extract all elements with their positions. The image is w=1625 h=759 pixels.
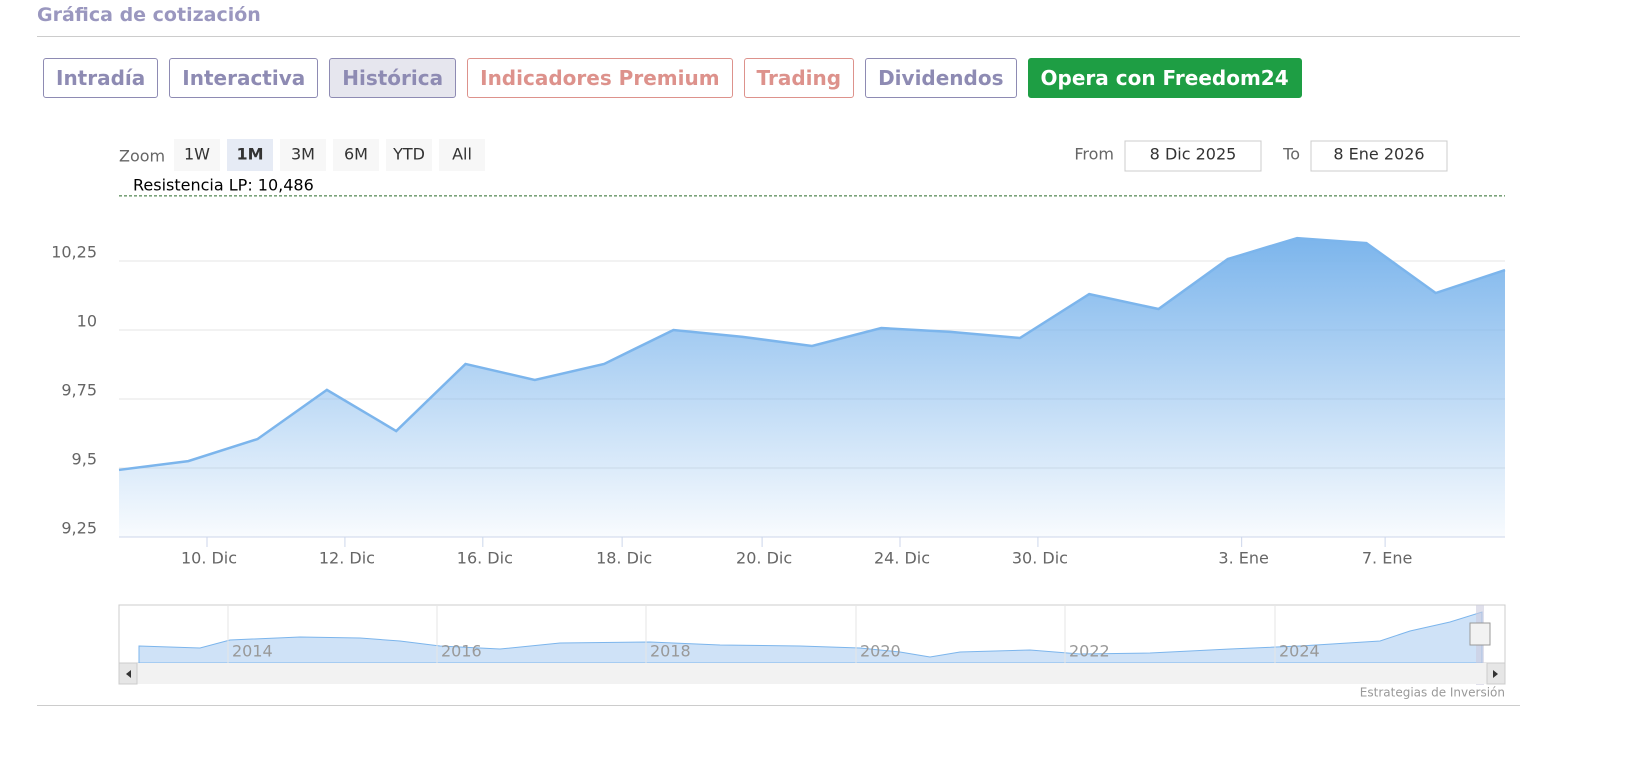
tab[interactable]: Dividendos: [865, 58, 1017, 98]
arrow-left: [126, 670, 131, 678]
tab-bar: Intradía Interactiva Histórica Indicador…: [43, 58, 1302, 98]
zoom-button[interactable]: [280, 139, 326, 171]
line: [118, 236, 1506, 472]
y-tick-label: 9,75: [61, 381, 97, 400]
from-value: 8 Dic 2025: [1150, 145, 1237, 164]
zoom-button-label: 1W: [184, 145, 210, 164]
x-tick-label: 12. Dic: [319, 549, 375, 568]
y-tick-label: 10: [77, 312, 97, 331]
zoom-button[interactable]: [174, 139, 220, 171]
navigator-label: 2020: [860, 642, 901, 661]
zoom-button[interactable]: [227, 139, 273, 171]
navigator-label: 2024: [1279, 642, 1320, 661]
zoom-button-label: 6M: [344, 145, 368, 164]
to-label: To: [1282, 145, 1300, 164]
page-title: Gráfica de cotización: [37, 4, 261, 26]
x-tick-label: 30. Dic: [1012, 549, 1068, 568]
y-tick-label: 9,5: [72, 450, 97, 469]
tab[interactable]: Indicadores Premium: [467, 58, 733, 98]
x-tick-label: 18. Dic: [596, 549, 652, 568]
to-input[interactable]: [1310, 140, 1448, 172]
zoom-button-label: All: [452, 145, 472, 164]
x-tick-label: 20. Dic: [736, 549, 792, 568]
zoom-button-label: YTD: [392, 145, 425, 164]
scrollbar: [119, 663, 1505, 684]
navigator-label: 2022: [1069, 642, 1110, 661]
navigator-label: 2018: [650, 642, 691, 661]
plot-line-label: Resistencia LP: 10,486: [133, 175, 314, 194]
zoom-button[interactable]: [333, 139, 379, 171]
zoom-button[interactable]: [439, 139, 485, 171]
tab[interactable]: Intradía: [43, 58, 159, 98]
from-input[interactable]: [1124, 140, 1262, 172]
zoom-button-label: 1M: [236, 145, 263, 164]
credit: Estrategias de Inversión: [1360, 686, 1505, 700]
divider: [37, 705, 1520, 706]
navigator-label: 2016: [441, 642, 482, 661]
x-tick-label: 7. Ene: [1362, 549, 1412, 568]
tab[interactable]: Trading: [743, 58, 855, 98]
x-tick-label: 3. Ene: [1218, 549, 1268, 568]
from-label: From: [1074, 145, 1114, 164]
y-tick-label: 10,25: [51, 243, 97, 262]
navigator-series: [138, 611, 1483, 664]
tab[interactable]: Interactiva: [169, 58, 319, 98]
tab[interactable]: Histórica: [329, 58, 457, 98]
y-tick-label: 9,25: [61, 519, 97, 538]
area: [119, 238, 1505, 538]
to-value: 8 Ene 2026: [1333, 145, 1424, 164]
x-tick-label: 10. Dic: [181, 549, 237, 568]
x-tick-label: 16. Dic: [457, 549, 513, 568]
tab[interactable]: Opera con Freedom24: [1027, 58, 1302, 98]
zoom-buttons: 1W 1M 3M 6M YTD All: [174, 139, 485, 171]
navigator-handle[interactable]: [1469, 622, 1491, 646]
divider: [37, 36, 1520, 37]
zoom-button-label: 3M: [291, 145, 315, 164]
x-tick-label: 24. Dic: [874, 549, 930, 568]
navigator-label: 2014: [232, 642, 273, 661]
zoom-label: Zoom: [119, 147, 165, 166]
arrow-right: [1493, 670, 1498, 678]
zoom-button[interactable]: [386, 139, 432, 171]
